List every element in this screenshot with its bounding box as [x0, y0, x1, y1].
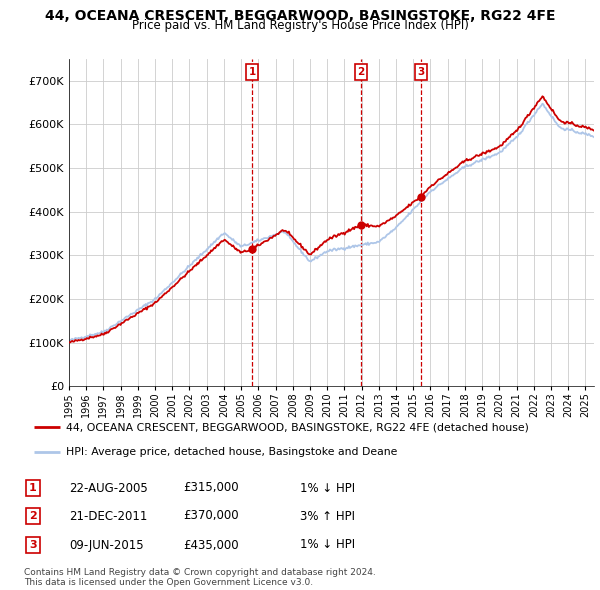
Text: 44, OCEANA CRESCENT, BEGGARWOOD, BASINGSTOKE, RG22 4FE: 44, OCEANA CRESCENT, BEGGARWOOD, BASINGS… [45, 9, 555, 23]
Text: 2: 2 [358, 67, 365, 77]
Text: 1% ↓ HPI: 1% ↓ HPI [300, 481, 355, 494]
Text: Contains HM Land Registry data © Crown copyright and database right 2024.: Contains HM Land Registry data © Crown c… [24, 568, 376, 577]
Text: 3% ↑ HPI: 3% ↑ HPI [300, 510, 355, 523]
Text: £370,000: £370,000 [183, 510, 239, 523]
Text: 2: 2 [29, 511, 37, 521]
Text: 1: 1 [29, 483, 37, 493]
Text: 3: 3 [29, 540, 37, 550]
Text: 22-AUG-2005: 22-AUG-2005 [69, 481, 148, 494]
Text: 1: 1 [248, 67, 256, 77]
Text: 1% ↓ HPI: 1% ↓ HPI [300, 539, 355, 552]
Text: 09-JUN-2015: 09-JUN-2015 [69, 539, 143, 552]
Text: This data is licensed under the Open Government Licence v3.0.: This data is licensed under the Open Gov… [24, 578, 313, 587]
Text: HPI: Average price, detached house, Basingstoke and Deane: HPI: Average price, detached house, Basi… [66, 447, 397, 457]
Text: 21-DEC-2011: 21-DEC-2011 [69, 510, 148, 523]
Text: 3: 3 [417, 67, 424, 77]
Text: £435,000: £435,000 [183, 539, 239, 552]
Text: 44, OCEANA CRESCENT, BEGGARWOOD, BASINGSTOKE, RG22 4FE (detached house): 44, OCEANA CRESCENT, BEGGARWOOD, BASINGS… [66, 422, 529, 432]
Text: Price paid vs. HM Land Registry's House Price Index (HPI): Price paid vs. HM Land Registry's House … [131, 19, 469, 32]
Text: £315,000: £315,000 [183, 481, 239, 494]
